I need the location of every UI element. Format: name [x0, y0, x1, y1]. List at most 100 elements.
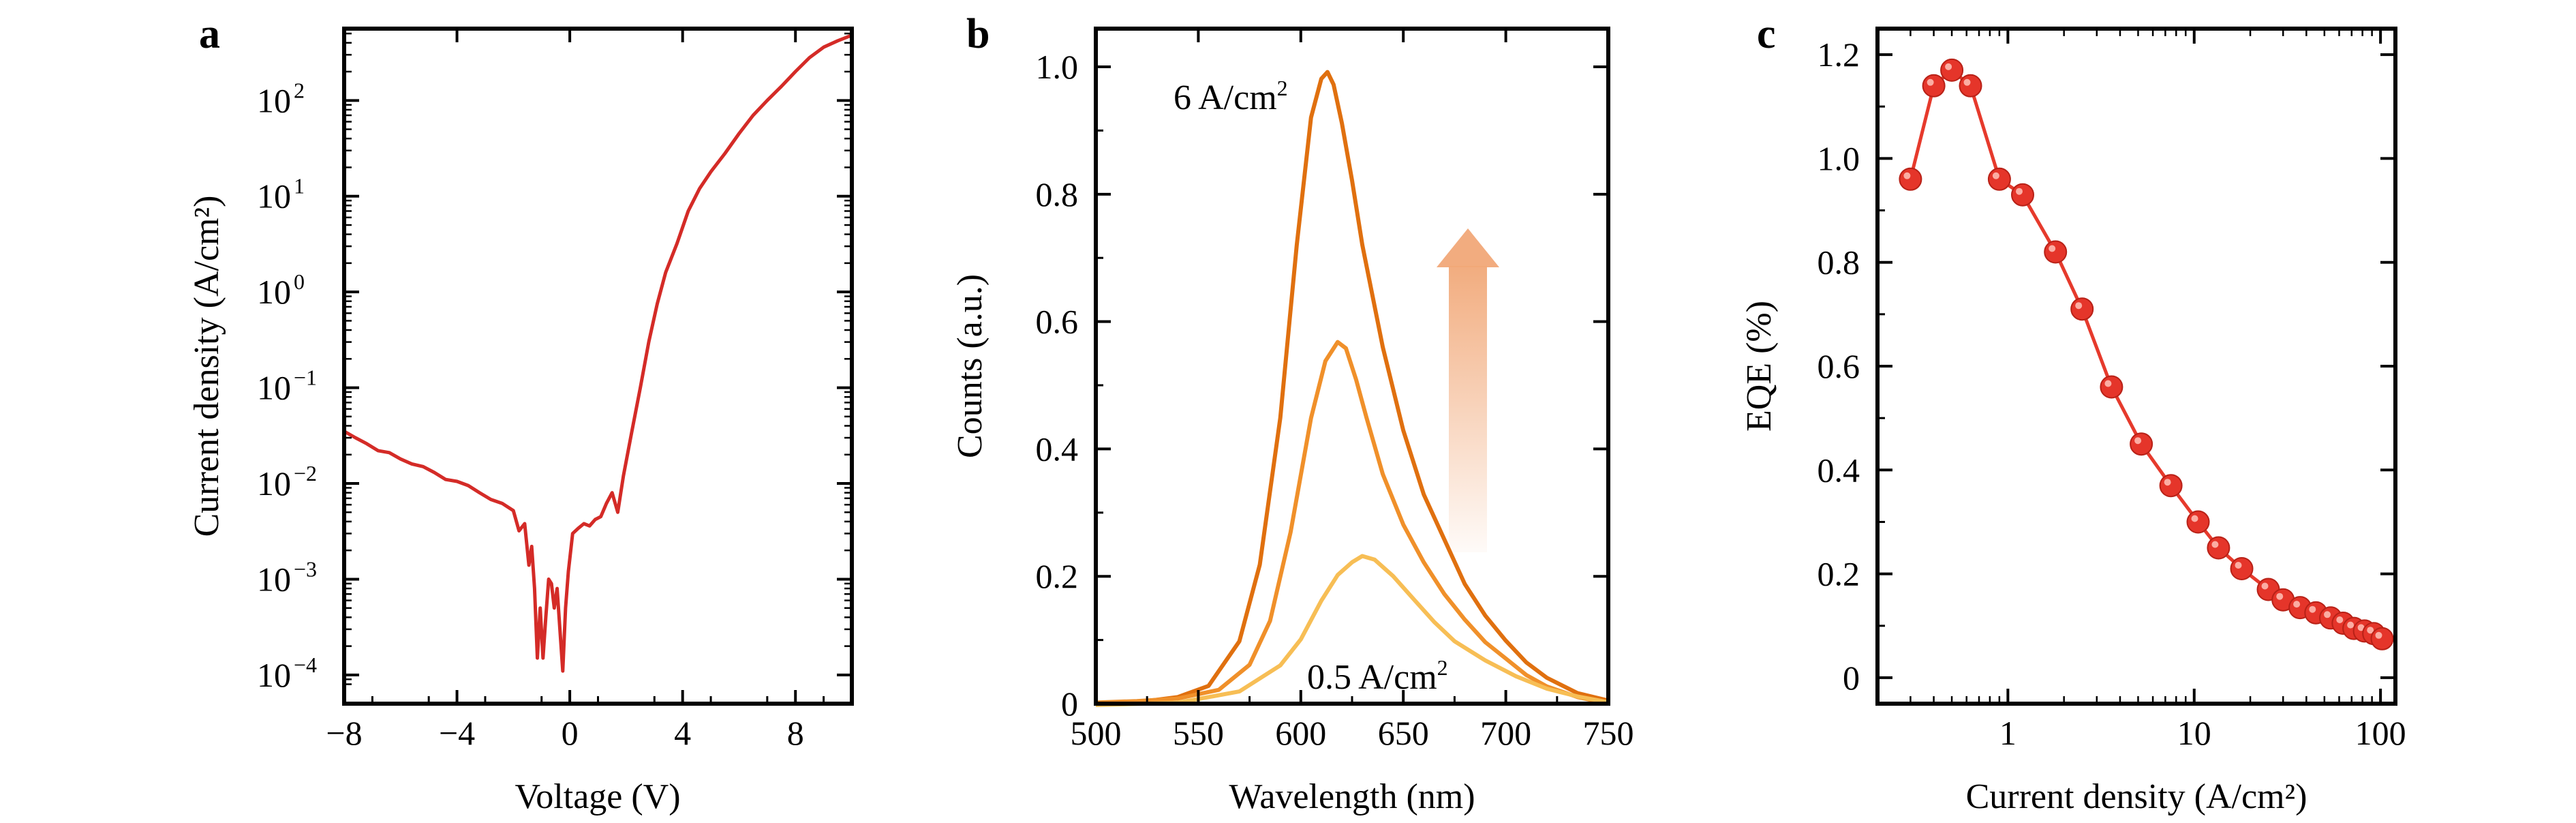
eqe-point-highlight [2075, 302, 2083, 310]
eqe-point [2159, 474, 2183, 498]
panel-b-y-tick-label: 1.0 [1036, 48, 1079, 86]
eqe-point [2011, 183, 2034, 207]
panel-c-y-axis-label: EQE (%) [1740, 301, 1779, 432]
panel-c-y-tick-label: 1.0 [1818, 139, 1860, 177]
panel-c: 1 10 100 0 0.2 0.4 0.6 0.8 1.0 1.2 Current densi… [1740, 27, 2406, 816]
panel-a-y-tick-base: 10 [257, 560, 291, 598]
panel-a-y-tick-base: 10 [257, 81, 291, 119]
eqe-point-highlight [1963, 78, 1971, 86]
eqe-point-highlight [2357, 624, 2365, 631]
panel-b-x-axis-label: Wavelength (nm) [1229, 777, 1475, 816]
panel-a-x-ticks: −8 −4 0 4 8 [326, 29, 825, 752]
panel-a-y-tick-exp: −1 [294, 365, 317, 390]
panel-b-y-tick-label: 0.8 [1036, 175, 1079, 213]
eqe-point-highlight [2293, 601, 2301, 608]
panel-c-x-ticks: 1 10 100 [1910, 29, 2406, 752]
panel-b-y-ticks: 0 0.2 0.4 0.6 0.8 1.0 [1036, 48, 1608, 723]
eqe-point [1959, 74, 1982, 98]
label-0-5-acm2: 0.5 A/cm2 [1307, 655, 1448, 697]
eqe-point-highlight [2104, 380, 2112, 387]
spectrum-0-5-acm2 [1095, 554, 1609, 707]
eqe-point-highlight [2276, 593, 2284, 600]
panel-c-plot [1899, 58, 2394, 650]
eqe-point-highlight [2261, 582, 2269, 590]
eqe-point-highlight [2324, 611, 2331, 618]
eqe-point [2130, 432, 2153, 456]
eqe-point-highlight [2367, 627, 2374, 634]
panel-a-y-tick-base: 10 [257, 273, 291, 311]
panel-b-y-tick-label: 0.6 [1036, 303, 1079, 341]
panel-b: 500 550 600 650 700 750 0 0.2 0.4 0.6 0.8 1.0 6 A/… [951, 27, 1634, 816]
eqe-point-highlight [2336, 616, 2344, 623]
eqe-point-highlight [2375, 631, 2382, 639]
panel-a-y-tick-label: 10 −2 [257, 461, 317, 503]
eqe-point [2230, 557, 2254, 580]
panel-c-y-ticks: 0 0.2 0.4 0.6 0.8 1.0 1.2 [1818, 35, 2395, 697]
label-0-5-acm2-text: 0.5 A/cm [1307, 658, 1437, 697]
panel-b-x-tick-label: 750 [1583, 714, 1634, 752]
eqe-point-highlight [2211, 541, 2219, 548]
panel-a-y-tick-label: 10 2 [257, 78, 305, 119]
panel-a-x-tick-label: 0 [562, 714, 579, 752]
spectrum-6-acm2 [1095, 70, 1609, 706]
eqe-point-highlight [2235, 562, 2242, 569]
eqe-point-highlight [1903, 172, 1911, 179]
panel-c-x-axis-label: Current density (A/cm²) [1966, 777, 2307, 816]
panel-a-y-tick-base: 10 [257, 656, 291, 694]
label-0-5-acm2-sup: 2 [1437, 655, 1448, 680]
panel-b-x-ticks: 500 550 600 650 700 750 [1071, 29, 1634, 752]
eqe-point [1987, 167, 2011, 191]
panel-b-y-tick-label: 0.4 [1036, 430, 1079, 468]
panel-a-y-tick-exp: −4 [294, 653, 317, 677]
panel-a-x-tick-label: 8 [787, 714, 804, 752]
panel-a-x-tick-label: −8 [326, 714, 362, 752]
panel-label-b: b [966, 11, 990, 57]
eqe-point-highlight [1945, 63, 1952, 70]
eqe-point [2207, 536, 2230, 560]
panel-a-x-axis-label: Voltage (V) [515, 777, 680, 816]
label-6-acm2-text: 6 A/cm [1174, 78, 1277, 117]
panel-a-y-tick-label: 10 0 [257, 269, 305, 311]
panel-c-x-tick-label: 100 [2355, 714, 2406, 752]
panel-b-plot [1095, 70, 1609, 707]
panel-c-y-tick-label: 0.2 [1818, 555, 1860, 593]
panel-a-y-tick-exp: 1 [294, 174, 305, 198]
panel-b-x-tick-label: 650 [1378, 714, 1429, 752]
eqe-point-highlight [2134, 437, 2142, 445]
panel-a-x-tick-label: 4 [674, 714, 691, 752]
eqe-point [1940, 58, 1964, 82]
panel-a-frame [342, 27, 854, 706]
panel-b-x-tick-label: 550 [1173, 714, 1224, 752]
eqe-point [2100, 375, 2123, 399]
panel-c-y-tick-label: 0.6 [1818, 347, 1860, 385]
panel-c-x-tick-label: 10 [2177, 714, 2211, 752]
panel-label-c: c [1757, 11, 1776, 57]
panel-c-y-tick-label: 0 [1843, 659, 1860, 697]
eqe-point [2186, 510, 2210, 534]
eqe-point-highlight [1927, 78, 1934, 86]
eqe-curve [1908, 68, 2383, 640]
panel-label-a: a [199, 11, 220, 57]
iv-curve [343, 33, 853, 673]
panel-a-y-tick-base: 10 [257, 369, 291, 407]
panel-c-x-tick-label: 1 [1999, 714, 2017, 752]
panel-a-y-tick-exp: 2 [294, 78, 305, 102]
panel-c-y-tick-label: 0.8 [1818, 243, 1860, 282]
eqe-point-highlight [1992, 172, 1999, 179]
panel-a-y-tick-base: 10 [257, 177, 291, 215]
panel-a-y-tick-label: 10 −1 [257, 365, 317, 407]
eqe-point [2044, 240, 2068, 264]
spectrum-intermediate [1095, 340, 1609, 706]
label-6-acm2-sup: 2 [1277, 76, 1288, 100]
increase-arrow-shaft [1449, 266, 1487, 552]
label-6-acm2: 6 A/cm2 [1174, 76, 1288, 117]
panel-a-y-tick-label: 10 −3 [257, 556, 317, 598]
panel-a-x-tick-label: −4 [439, 714, 475, 752]
panel-a-y-tick-base: 10 [257, 464, 291, 503]
panel-b-y-axis-label: Counts (a.u.) [951, 274, 990, 458]
panel-a-y-tick-exp: −2 [294, 461, 317, 485]
eqe-point-highlight [2164, 479, 2171, 486]
